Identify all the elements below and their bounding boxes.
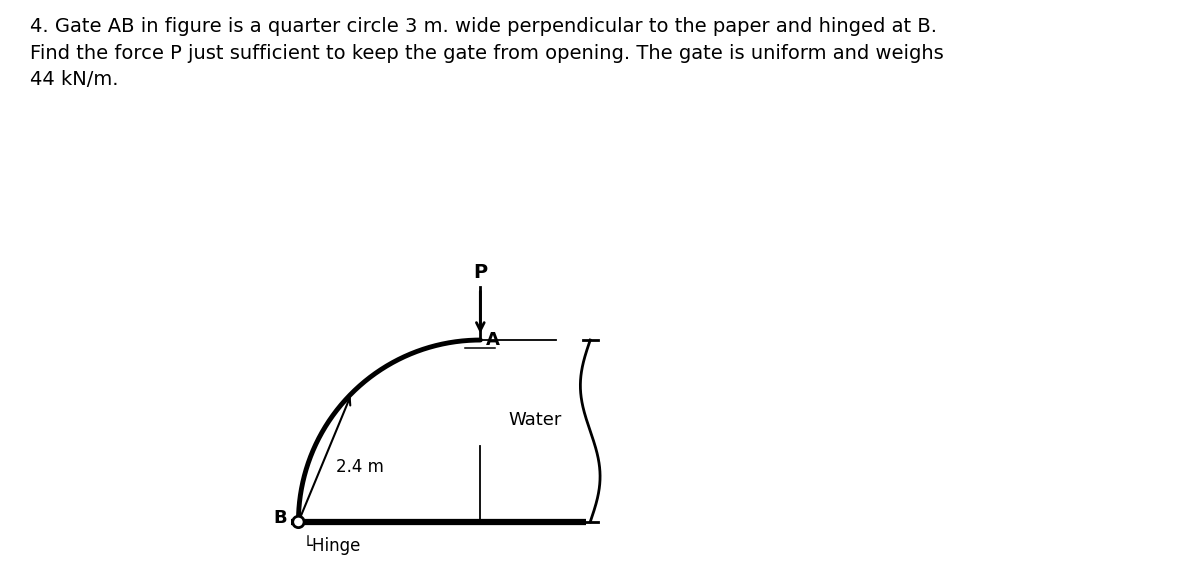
Text: Water: Water bbox=[509, 411, 562, 428]
Text: 4. Gate AB in figure is a quarter circle 3 m. wide perpendicular to the paper an: 4. Gate AB in figure is a quarter circle… bbox=[30, 17, 943, 89]
Text: P: P bbox=[473, 263, 487, 282]
Text: └Hinge: └Hinge bbox=[302, 535, 360, 555]
Circle shape bbox=[293, 516, 304, 528]
Text: 2.4 m: 2.4 m bbox=[336, 458, 384, 476]
Text: B: B bbox=[274, 509, 287, 527]
Text: A: A bbox=[486, 331, 500, 349]
